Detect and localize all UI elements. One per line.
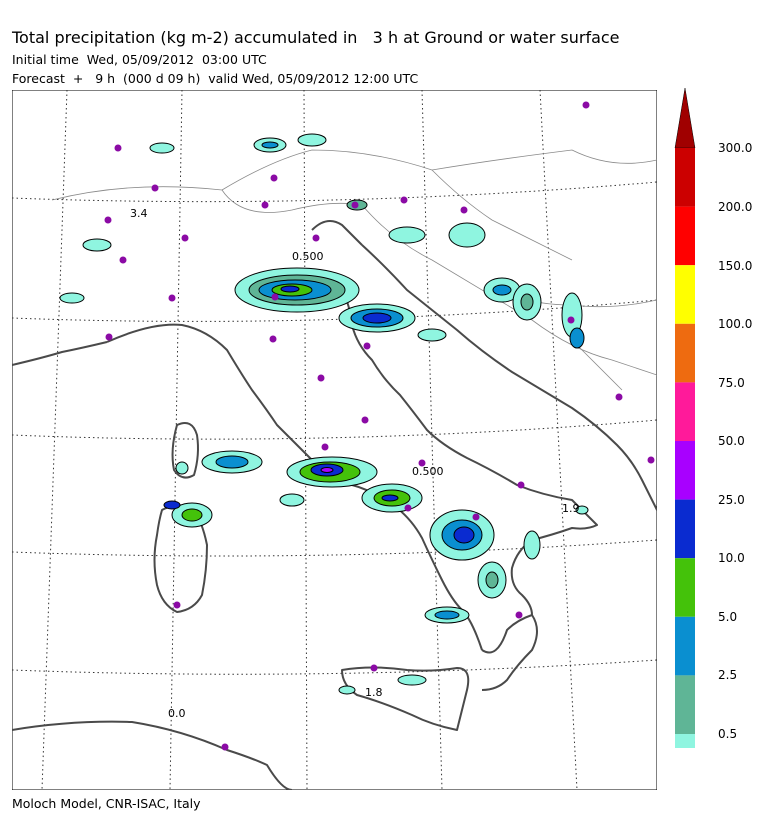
contour-label: 1.9	[562, 502, 580, 515]
contour-label: 3.4	[130, 207, 148, 220]
contour-label: 1.8	[365, 686, 383, 699]
colorbar-boxes	[675, 148, 695, 748]
contour-label: 0.500	[412, 465, 444, 478]
map-frame	[12, 90, 657, 790]
precipitation-areas	[59, 133, 589, 695]
city-markers	[104, 101, 655, 751]
colorbar-legend: 300.0 200.0 150.0 100.0 75.0 50.0 25.0 1…	[674, 88, 752, 748]
colorbar-box	[675, 499, 695, 559]
colorbar-label: 10.0	[718, 551, 745, 565]
model-credit: Moloch Model, CNR-ISAC, Italy	[12, 796, 201, 811]
colorbar-box	[675, 675, 695, 734]
colorbar-label: 0.5	[718, 727, 737, 741]
colorbar-label: 75.0	[718, 376, 745, 390]
colorbar-box	[675, 382, 695, 441]
colorbar-label: 50.0	[718, 434, 745, 448]
colorbar-box	[675, 441, 695, 500]
initial-time-label: Initial time Wed, 05/09/2012 03:00 UTC	[12, 52, 267, 67]
colorbar-box	[675, 616, 695, 676]
colorbar-overflow-arrow	[674, 88, 696, 149]
colorbar-label: 150.0	[718, 259, 752, 273]
forecast-valid-label: Forecast + 9 h (000 d 09 h) valid Wed, 0…	[12, 71, 419, 86]
colorbar-box	[675, 148, 695, 207]
colorbar-label: 300.0	[718, 141, 752, 155]
precipitation-map: 3.4 0.500 0.500 1.8 0.0 1.9	[12, 90, 657, 790]
chart-title: Total precipitation (kg m-2) accumulated…	[12, 28, 620, 47]
colorbar-labels: 300.0 200.0 150.0 100.0 75.0 50.0 25.0 1…	[718, 141, 752, 741]
contour-label: 0.500	[292, 250, 324, 263]
colorbar-label: 5.0	[718, 610, 737, 624]
colorbar-label: 200.0	[718, 200, 752, 214]
colorbar-label: 2.5	[718, 668, 737, 682]
colorbar-box	[675, 265, 695, 324]
colorbar-label: 25.0	[718, 493, 745, 507]
contour-labels: 3.4 0.500 0.500 1.8 0.0 1.9	[130, 207, 580, 720]
colorbar-box	[675, 323, 695, 383]
colorbar-label: 100.0	[718, 317, 752, 331]
colorbar-box	[675, 558, 695, 617]
contour-label: 0.0	[168, 707, 186, 720]
colorbar-box	[675, 206, 695, 266]
colorbar-box	[675, 734, 695, 748]
